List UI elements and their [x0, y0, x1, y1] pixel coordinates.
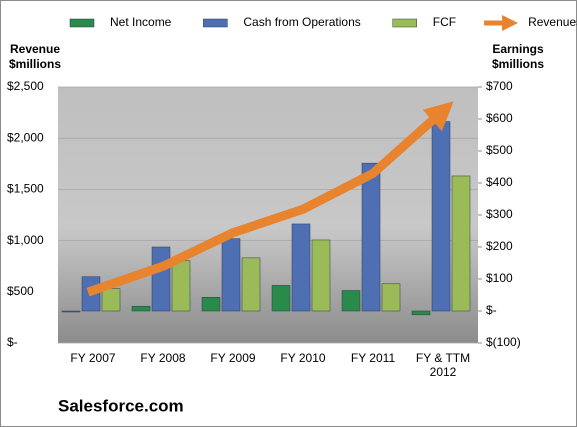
- x-tick-label: FY & TTM 2012: [415, 351, 471, 379]
- y2-tick-label: $100: [486, 271, 513, 285]
- x-tick-label-box: FY 2007: [70, 351, 116, 365]
- legend-swatch: [203, 18, 228, 28]
- x-tick-label: FY 2008: [140, 351, 186, 365]
- bar: [151, 246, 171, 312]
- legend-label: Cash from Operations: [243, 15, 360, 29]
- bar: [221, 238, 241, 312]
- x-tick-label-box: FY 2011: [350, 351, 396, 365]
- bar: [241, 257, 261, 312]
- y-tick-label: $1,500: [7, 182, 44, 196]
- y-tick-label: $1,000: [7, 233, 44, 247]
- legend-swatch: [69, 18, 95, 28]
- legend-label: Revenues: [528, 15, 577, 29]
- plot-area: [58, 87, 478, 343]
- bar: [361, 162, 381, 312]
- y2-tick-label: $600: [486, 111, 513, 125]
- bar: [61, 310, 81, 313]
- bar: [381, 283, 401, 312]
- bar: [451, 175, 471, 312]
- y-axis-title: Revenue: [10, 42, 60, 56]
- x-tick-label: FY 2011: [350, 351, 396, 365]
- y2-tick-label: $200: [486, 239, 513, 253]
- x-tick-label-box: FY & TTM 2012: [415, 351, 471, 379]
- bar: [171, 260, 191, 312]
- bar: [411, 310, 431, 316]
- y2-tick-label: $300: [486, 207, 513, 221]
- x-tick-label-box: FY 2009: [210, 351, 256, 365]
- y-tick-label: $-: [7, 335, 18, 349]
- y-tick-label: $500: [7, 284, 34, 298]
- y-tick-label: $2,000: [7, 130, 44, 144]
- x-tick-label-box: FY 2010: [280, 351, 326, 365]
- bar: [101, 288, 121, 312]
- bar: [431, 121, 451, 312]
- legend-swatch: [392, 18, 417, 28]
- y2-tick-label: $(100): [486, 335, 521, 349]
- x-tick-label: FY 2010: [280, 351, 326, 365]
- y-tick-label: $2,500: [7, 79, 44, 93]
- x-tick-label: FY 2007: [70, 351, 116, 365]
- y2-tick-label: $-: [486, 303, 497, 317]
- caption: Salesforce.com: [58, 396, 184, 415]
- bar: [131, 305, 151, 312]
- legend-label: Net Income: [110, 15, 172, 29]
- bar: [201, 296, 221, 312]
- y-axis-title: $millions: [9, 57, 61, 71]
- bar: [291, 223, 311, 312]
- y2-tick-label: $700: [486, 79, 513, 93]
- legend-label: FCF: [433, 15, 456, 29]
- bar: [341, 290, 361, 312]
- y2-tick-label: $400: [486, 175, 513, 189]
- y2-tick-label: $500: [486, 143, 513, 157]
- y2-axis-title: Earnings: [492, 42, 544, 56]
- x-tick-label-box: FY 2008: [140, 351, 186, 365]
- bar: [271, 285, 291, 312]
- bar: [311, 239, 331, 312]
- y2-axis-title: $millions: [492, 57, 544, 71]
- x-tick-label: FY 2009: [210, 351, 256, 365]
- revenue-line: [86, 101, 454, 297]
